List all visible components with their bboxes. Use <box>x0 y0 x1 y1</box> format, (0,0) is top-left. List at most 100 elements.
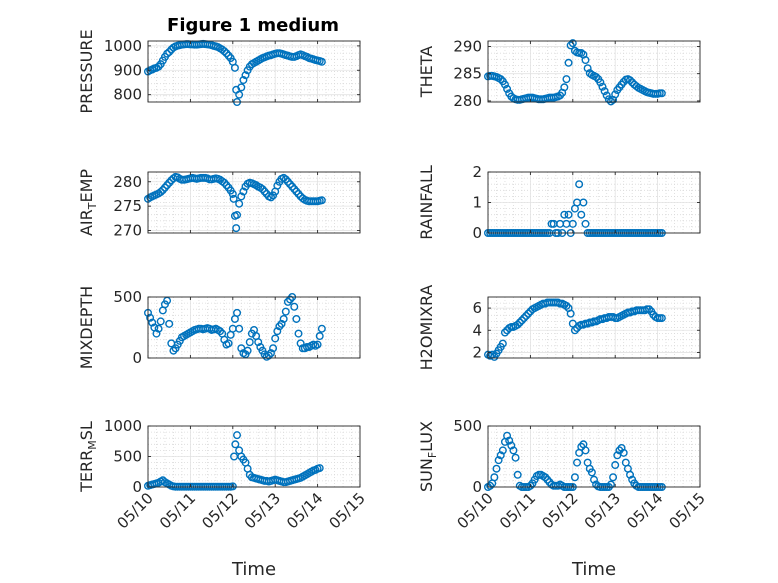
y-axis-label: AIRTEMP <box>77 169 99 236</box>
data-point <box>611 461 620 470</box>
data-point <box>290 302 299 311</box>
data-point <box>146 313 155 322</box>
y-tick-label: 270 <box>113 222 142 240</box>
data-point <box>657 314 666 323</box>
data-point <box>517 316 526 325</box>
data-point <box>604 95 613 104</box>
data-point <box>507 441 516 450</box>
data-point <box>229 194 238 203</box>
data-point <box>577 210 586 219</box>
data-point <box>241 71 250 80</box>
y-axis-label: MIXDEPTH <box>77 286 96 369</box>
data-point <box>570 473 579 482</box>
data-point <box>239 76 248 85</box>
data-point <box>587 468 596 477</box>
data-point <box>500 80 509 89</box>
y-axis-label: RAINFALL <box>417 165 436 240</box>
axes-box <box>487 425 701 488</box>
data-point <box>596 78 605 87</box>
data-point <box>522 311 531 320</box>
data-point <box>235 199 244 208</box>
data-point <box>224 339 233 348</box>
data-point <box>235 324 244 333</box>
data-point <box>606 480 615 489</box>
y-tick-label: 290 <box>453 37 482 55</box>
data-point <box>657 89 666 98</box>
data-point <box>568 39 577 48</box>
data-point <box>500 328 509 337</box>
y-tick-label: 800 <box>113 86 142 104</box>
y-tick-label: 6 <box>472 299 482 317</box>
data-point <box>568 219 577 228</box>
subplot-mixdepth: 0 500 MIXDEPTH <box>77 286 361 369</box>
data-point <box>294 329 303 338</box>
y-axis-label: PRESSURE <box>77 29 96 113</box>
data-series <box>484 39 666 106</box>
data-point <box>235 90 244 99</box>
data-point <box>606 97 615 106</box>
data-point <box>560 83 569 92</box>
data-point <box>277 319 286 328</box>
data-point <box>496 451 505 460</box>
data-point <box>156 317 165 326</box>
data-point <box>520 314 529 323</box>
data-point <box>564 210 573 219</box>
data-point <box>496 75 505 84</box>
data-point <box>254 338 263 347</box>
y-tick-label: 1000 <box>104 37 142 55</box>
data-point <box>228 482 237 491</box>
data-point <box>156 188 165 197</box>
y-axis-label: H2OMIXRA <box>417 285 436 371</box>
data-point <box>296 339 305 348</box>
data-point <box>573 458 582 467</box>
y-tick-label: 285 <box>453 65 482 83</box>
data-series <box>143 172 326 233</box>
data-point <box>564 58 573 67</box>
data-point <box>592 72 601 81</box>
data-point <box>524 309 533 318</box>
data-point <box>509 446 518 455</box>
data-point <box>566 41 575 50</box>
data-point <box>503 84 512 93</box>
data-point <box>498 446 507 455</box>
y-tick-label: 500 <box>453 417 482 435</box>
data-point <box>154 324 163 333</box>
y-axis-label: THETA <box>417 46 436 98</box>
data-point <box>233 308 242 317</box>
y-tick-label: 280 <box>113 173 142 191</box>
data-point <box>317 324 326 333</box>
data-point <box>313 340 322 349</box>
data-point <box>273 327 282 336</box>
y-tick-label: 0 <box>132 349 142 367</box>
data-point <box>163 49 172 58</box>
y-tick-label: 0 <box>472 478 482 496</box>
data-point <box>515 318 524 327</box>
data-point <box>617 443 626 452</box>
axes-box <box>147 171 361 234</box>
grid-lines <box>147 171 361 234</box>
data-point <box>245 338 254 347</box>
data-point <box>237 83 246 92</box>
data-point <box>490 473 499 482</box>
data-point <box>266 193 275 202</box>
data-point <box>581 219 590 228</box>
data-point <box>611 90 620 99</box>
data-point <box>562 75 571 84</box>
data-point <box>239 187 248 196</box>
data-point <box>583 64 592 73</box>
data-point <box>513 320 522 329</box>
data-point <box>626 470 635 479</box>
x-axis-label: Time <box>231 559 276 580</box>
data-point <box>598 82 607 91</box>
y-tick-label: 2 <box>472 343 482 361</box>
data-point <box>579 198 588 207</box>
data-point <box>645 305 654 314</box>
figure-title: Figure 1 medium <box>167 15 339 36</box>
data-point <box>581 56 590 65</box>
data-point <box>492 464 501 473</box>
data-point <box>266 349 275 358</box>
data-point <box>600 87 609 96</box>
data-point <box>271 334 280 343</box>
y-tick-label: 500 <box>113 448 142 466</box>
data-point <box>269 191 278 200</box>
